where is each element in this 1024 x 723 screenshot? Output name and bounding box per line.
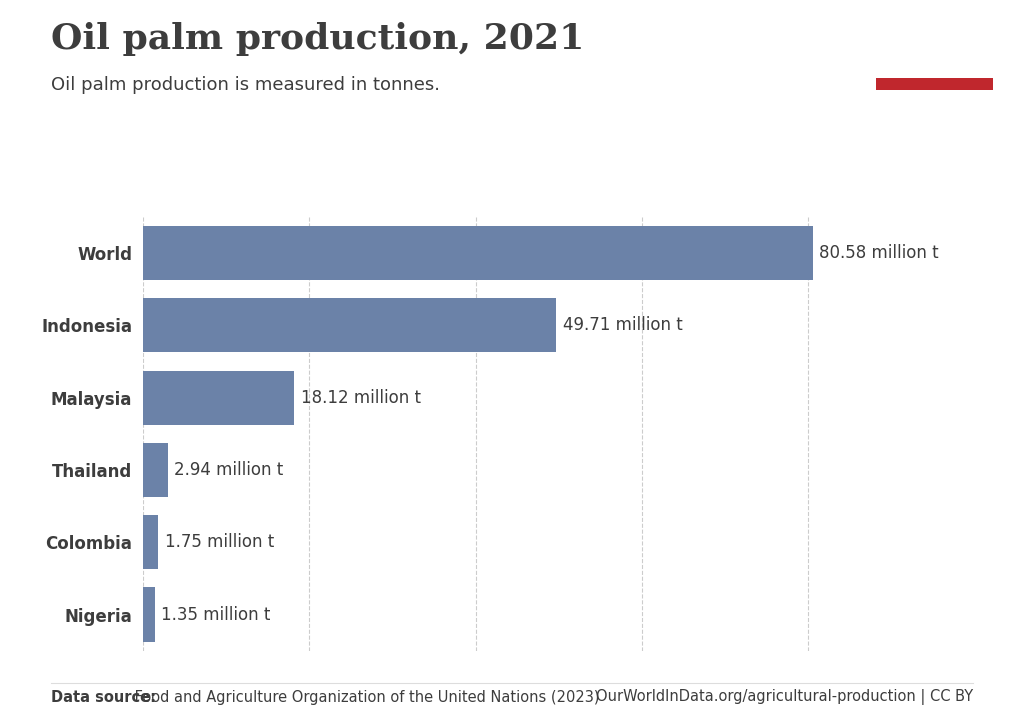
Bar (143, 226, 813, 281)
Bar (143, 442, 168, 497)
Text: Food and Agriculture Organization of the United Nations (2023): Food and Agriculture Organization of the… (130, 690, 599, 705)
Text: OurWorldInData.org/agricultural-production | CC BY: OurWorldInData.org/agricultural-producti… (596, 689, 973, 705)
Text: 1.35 million t: 1.35 million t (161, 606, 270, 623)
Bar (143, 299, 556, 353)
Bar (143, 371, 294, 425)
Bar (143, 515, 158, 570)
Text: Our World
in Data: Our World in Data (899, 31, 970, 61)
Text: Oil palm production is measured in tonnes.: Oil palm production is measured in tonne… (51, 76, 440, 94)
Text: Data source:: Data source: (51, 690, 157, 705)
Text: 80.58 million t: 80.58 million t (819, 244, 939, 262)
Text: 18.12 million t: 18.12 million t (300, 389, 421, 406)
Text: Oil palm production, 2021: Oil palm production, 2021 (51, 22, 585, 56)
Text: 2.94 million t: 2.94 million t (174, 461, 284, 479)
Bar (143, 587, 155, 642)
Bar (876, 78, 993, 90)
Text: 49.71 million t: 49.71 million t (563, 317, 683, 334)
Text: 1.75 million t: 1.75 million t (165, 534, 273, 551)
